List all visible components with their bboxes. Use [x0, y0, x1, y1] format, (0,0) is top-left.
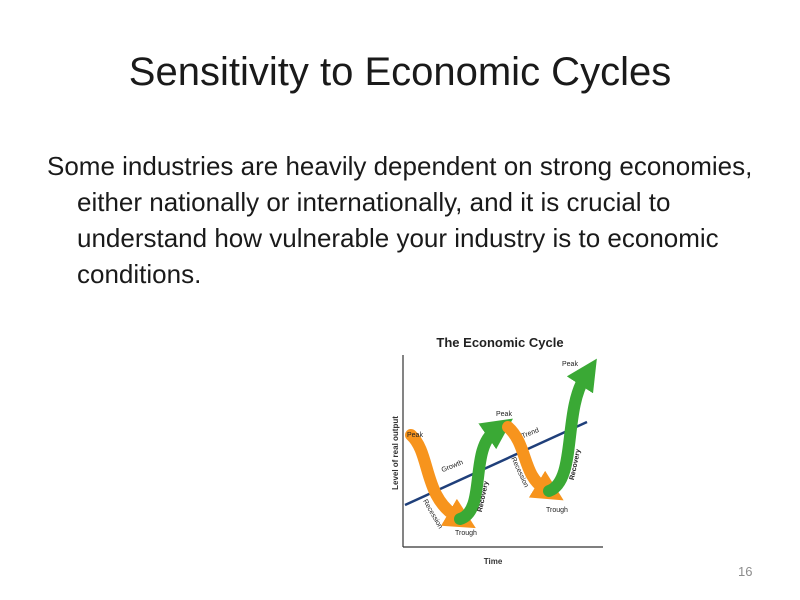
label-growth: Growth [441, 459, 465, 474]
label-trough-1: Trough [455, 530, 477, 537]
label-peak-2: Peak [496, 411, 512, 418]
recession-arrow-1 [405, 429, 476, 529]
figure-title: The Economic Cycle [436, 335, 563, 350]
recovery-arrow-2 [543, 358, 597, 497]
label-trough-2: Trough [546, 507, 568, 514]
label-trend: Trend [521, 427, 540, 440]
economic-cycle-figure: The Economic Cycle Level of real output … [365, 325, 615, 575]
x-axis-label: Time [484, 557, 503, 566]
slide-title: Sensitivity to Economic Cycles [128, 50, 672, 94]
label-peak-3: Peak [562, 361, 578, 368]
label-peak-1: Peak [407, 432, 423, 439]
recovery-arrow-1 [454, 418, 513, 525]
body-text: Some industries are heavily dependent on… [47, 151, 753, 289]
recession-arrow-2 [502, 421, 564, 501]
economic-cycle-diagram: The Economic Cycle Level of real output … [391, 335, 603, 566]
y-axis-label: Level of real output [391, 416, 400, 490]
page-number: 16 [738, 564, 753, 579]
